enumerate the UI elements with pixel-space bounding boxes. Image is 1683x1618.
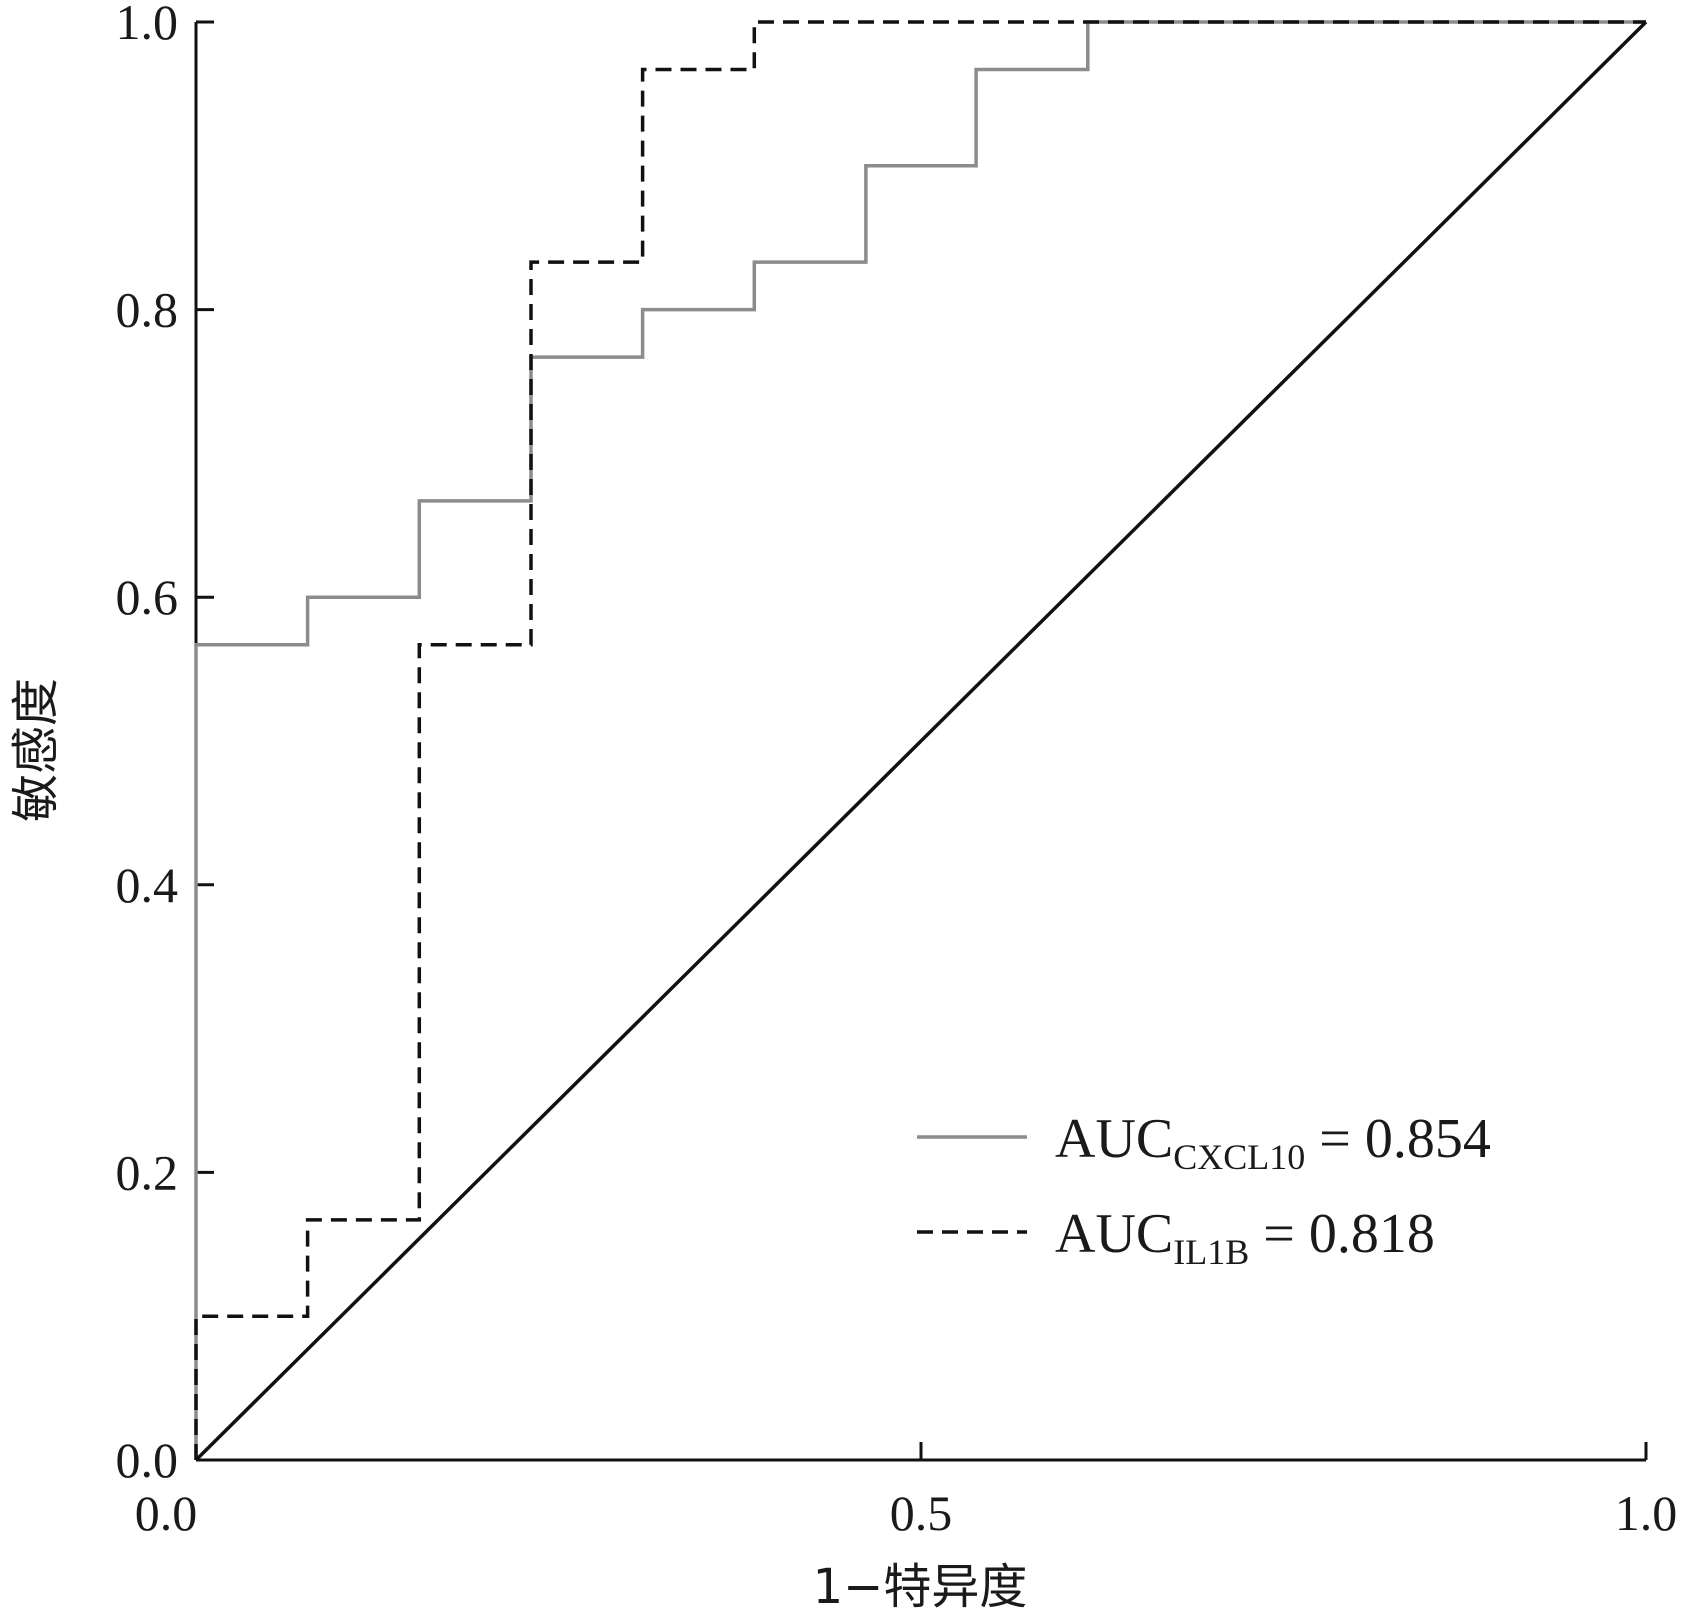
legend-label-cxcl10: AUCCXCL10 = 0.854 <box>1055 1108 1491 1177</box>
series-line-reference <box>194 20 1648 1462</box>
y-tick-label: 0.0 <box>116 1432 179 1488</box>
x-tick-label: 0.5 <box>890 1485 953 1541</box>
y-tick-label: 0.4 <box>116 857 179 913</box>
legend-label-il1b: AUCIL1B = 0.818 <box>1055 1203 1435 1272</box>
tick-labels: 0.0 0.2 0.4 0.6 0.8 1.0 0.0 0.5 1.0 <box>116 0 1678 1541</box>
y-tick-label: 0.6 <box>116 569 179 625</box>
y-tick-label: 0.2 <box>116 1144 179 1200</box>
series-line-il1b <box>194 20 1646 1460</box>
legend: AUCCXCL10 = 0.854 AUCIL1B = 0.818 <box>917 1108 1491 1272</box>
x-tick-label: 1.0 <box>1615 1485 1678 1541</box>
y-axis-title: 敏感度 <box>8 678 64 822</box>
series-lines <box>194 20 1648 1462</box>
x-axis-title: 1−特异度 <box>813 1559 1028 1615</box>
y-tick-label: 0.8 <box>116 282 179 338</box>
series-line-cxcl10 <box>194 20 1646 1460</box>
y-tick-label: 1.0 <box>116 0 179 50</box>
x-tick-label: 0.0 <box>135 1485 198 1541</box>
